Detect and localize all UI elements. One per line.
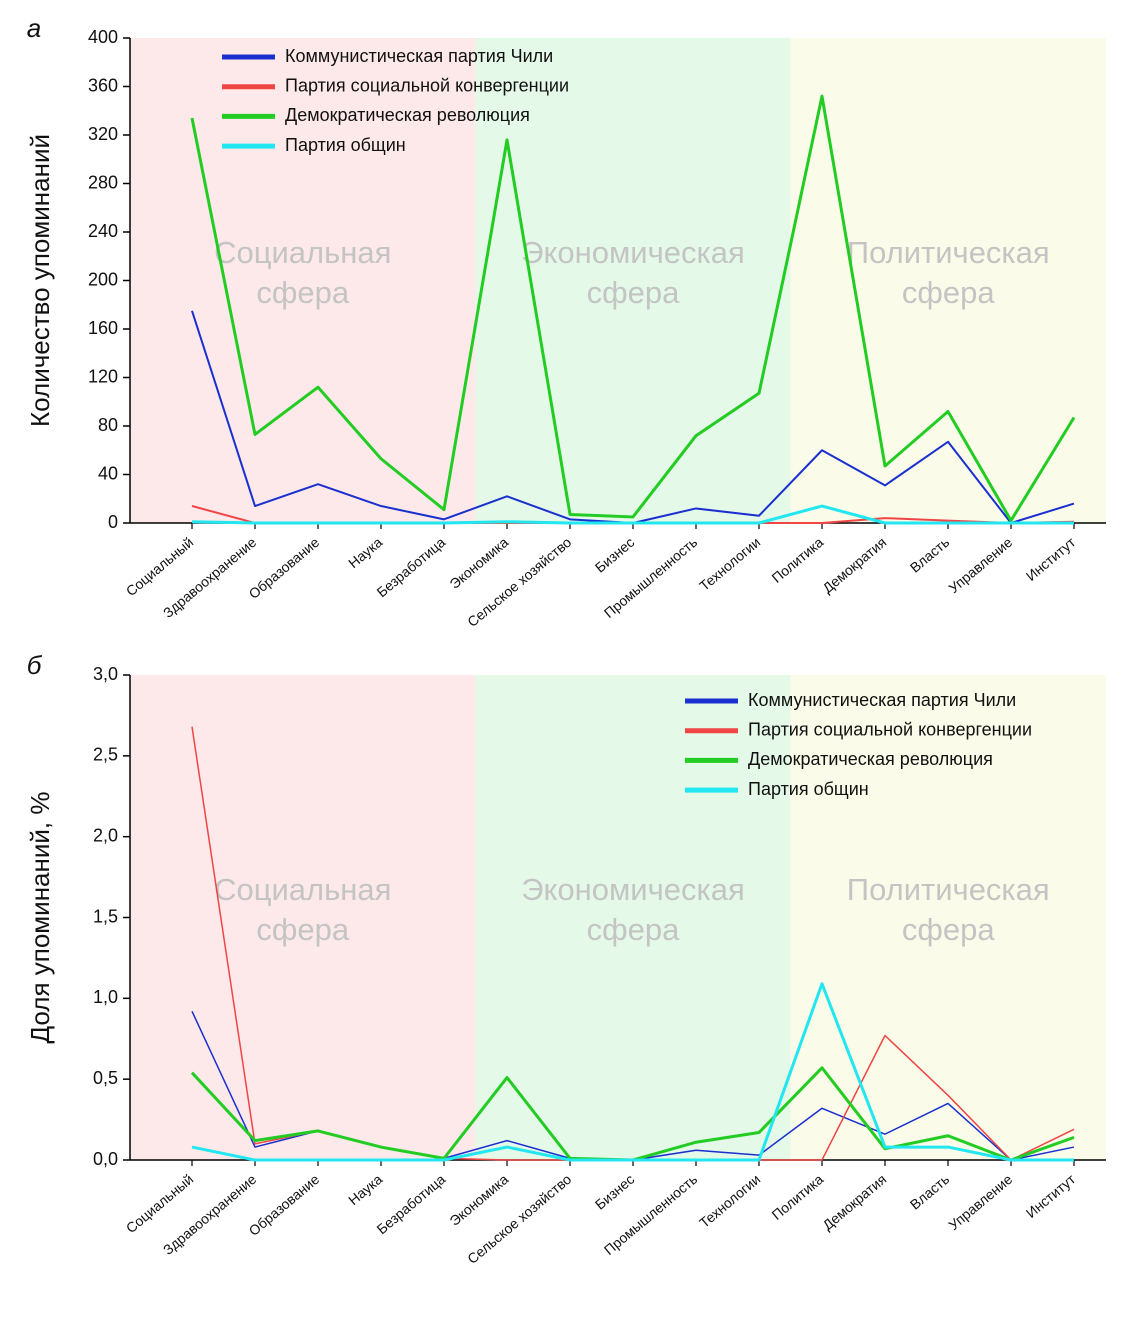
panel: Социальная сфера Экономическая сфера Политич… bbox=[25, 13, 1106, 630]
panel: Социальная сфера Экономическая сфера Политич… bbox=[25, 650, 1106, 1267]
x-tick-label: Безработица bbox=[374, 1171, 449, 1238]
x-tick-label: Бизнес bbox=[592, 1171, 637, 1213]
region-label: сфера bbox=[587, 275, 680, 310]
x-tick-label: Институт bbox=[1023, 1171, 1079, 1222]
region-band bbox=[130, 38, 476, 523]
region-label: сфера bbox=[256, 912, 349, 947]
y-tick-label: 200 bbox=[88, 269, 118, 289]
x-tick-label: Наука bbox=[345, 534, 385, 571]
y-tick-label: 2,5 bbox=[93, 745, 118, 765]
y-tick-label: 0,5 bbox=[93, 1068, 118, 1088]
legend-label: Партия социальной конвергенции bbox=[748, 719, 1032, 739]
y-tick-label: 400 bbox=[88, 27, 118, 47]
legend-label: Партия общин bbox=[748, 779, 869, 799]
x-tick-label: Бизнес bbox=[592, 534, 637, 576]
region-band bbox=[475, 675, 791, 1160]
y-tick-label: 0,0 bbox=[93, 1149, 118, 1169]
region-label: сфера bbox=[902, 275, 995, 310]
x-tick-label: Сельское хозяйство bbox=[464, 1171, 574, 1267]
y-axis-label: Доля упоминаний, % bbox=[25, 792, 55, 1044]
x-tick-label: Экономика bbox=[446, 1171, 511, 1229]
x-tick-label: Политика bbox=[769, 534, 827, 586]
legend-label: Партия социальной конвергенции bbox=[285, 75, 569, 95]
legend-label: Коммунистическая партия Чили bbox=[748, 690, 1016, 710]
x-tick-label: Власть bbox=[907, 534, 953, 576]
y-tick-label: 40 bbox=[98, 463, 118, 483]
y-tick-label: 160 bbox=[88, 318, 118, 338]
series-line bbox=[191, 504, 1074, 525]
y-tick-label: 0 bbox=[108, 512, 118, 532]
y-tick-label: 280 bbox=[88, 172, 118, 192]
panel-label: б bbox=[27, 650, 43, 680]
region-label: Политическая bbox=[847, 235, 1050, 270]
panel-label: а bbox=[27, 13, 41, 43]
legend-label: Коммунистическая партия Чили bbox=[285, 46, 553, 66]
y-tick-label: 320 bbox=[88, 124, 118, 144]
x-tick-label: Институт bbox=[1023, 534, 1079, 585]
region-label: сфера bbox=[902, 912, 995, 947]
series-line bbox=[191, 982, 1074, 1162]
region-band bbox=[475, 38, 791, 523]
x-tick-label: Политика bbox=[769, 1171, 827, 1223]
region-label: сфера bbox=[256, 275, 349, 310]
x-tick-label: Безработица bbox=[374, 534, 449, 601]
legend-label: Демократическая революция bbox=[748, 749, 993, 769]
x-tick-label: Управление bbox=[945, 1171, 1015, 1233]
y-tick-label: 240 bbox=[88, 221, 118, 241]
x-tick-label: Демократия bbox=[819, 1171, 889, 1233]
legend-label: Партия общин bbox=[285, 135, 406, 155]
x-tick-label: Технологии bbox=[696, 534, 763, 594]
region-label: сфера bbox=[587, 912, 680, 947]
region-band bbox=[130, 675, 476, 1160]
x-tick-label: Технологии bbox=[696, 1171, 763, 1231]
y-tick-label: 1,5 bbox=[93, 906, 118, 926]
y-tick-label: 120 bbox=[88, 366, 118, 386]
series-line bbox=[190, 94, 1076, 523]
region-band bbox=[790, 675, 1106, 1160]
x-tick-label: Власть bbox=[907, 1171, 953, 1213]
y-tick-label: 80 bbox=[98, 415, 118, 435]
y-tick-label: 1,0 bbox=[93, 987, 118, 1007]
region-label: Экономическая bbox=[521, 235, 745, 270]
x-tick-label: Экономика bbox=[446, 534, 511, 592]
region-label: Политическая bbox=[847, 872, 1050, 907]
region-label: Социальная bbox=[214, 235, 391, 270]
x-tick-label: Сельское хозяйство bbox=[464, 534, 574, 630]
y-axis-label: Количество упоминаний bbox=[25, 134, 55, 427]
x-tick-label: Демократия bbox=[819, 534, 889, 596]
region-label: Социальная bbox=[214, 872, 391, 907]
y-tick-label: 2,0 bbox=[93, 825, 118, 845]
legend-label: Демократическая революция bbox=[285, 105, 530, 125]
x-tick-label: Управление bbox=[945, 534, 1015, 596]
region-label: Экономическая bbox=[521, 872, 745, 907]
y-tick-label: 360 bbox=[88, 75, 118, 95]
y-tick-label: 3,0 bbox=[93, 664, 118, 684]
x-tick-label: Наука bbox=[345, 1171, 385, 1208]
